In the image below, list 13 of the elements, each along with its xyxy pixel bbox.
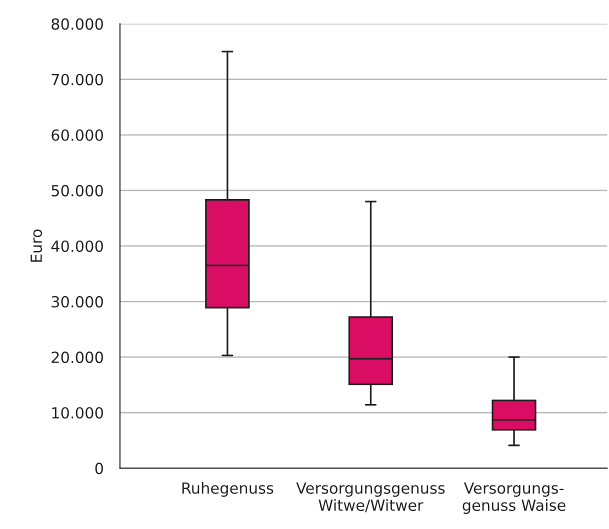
y-tick-label: 60.000 xyxy=(52,129,103,141)
y-tick-label: 80.000 xyxy=(52,18,103,30)
y-axis-title: Euro xyxy=(30,230,42,262)
y-tick-label: 40.000 xyxy=(51,240,103,252)
y-tick-label: 0 xyxy=(95,462,103,474)
y-tick-label: 10.000 xyxy=(52,407,103,419)
x-tick-label: Versorgungsgenuss Witwe/Witwer xyxy=(296,482,445,512)
y-tick-label: 70.000 xyxy=(52,74,103,86)
y-tick-label: 30.000 xyxy=(52,296,103,308)
y-tick-label: 20.000 xyxy=(52,352,103,364)
y-tick-label: 50.000 xyxy=(52,184,103,196)
x-tick-label: Versorgungs- genuss Waise xyxy=(462,482,566,514)
x-tick-label: Ruhegenuss xyxy=(182,482,274,497)
